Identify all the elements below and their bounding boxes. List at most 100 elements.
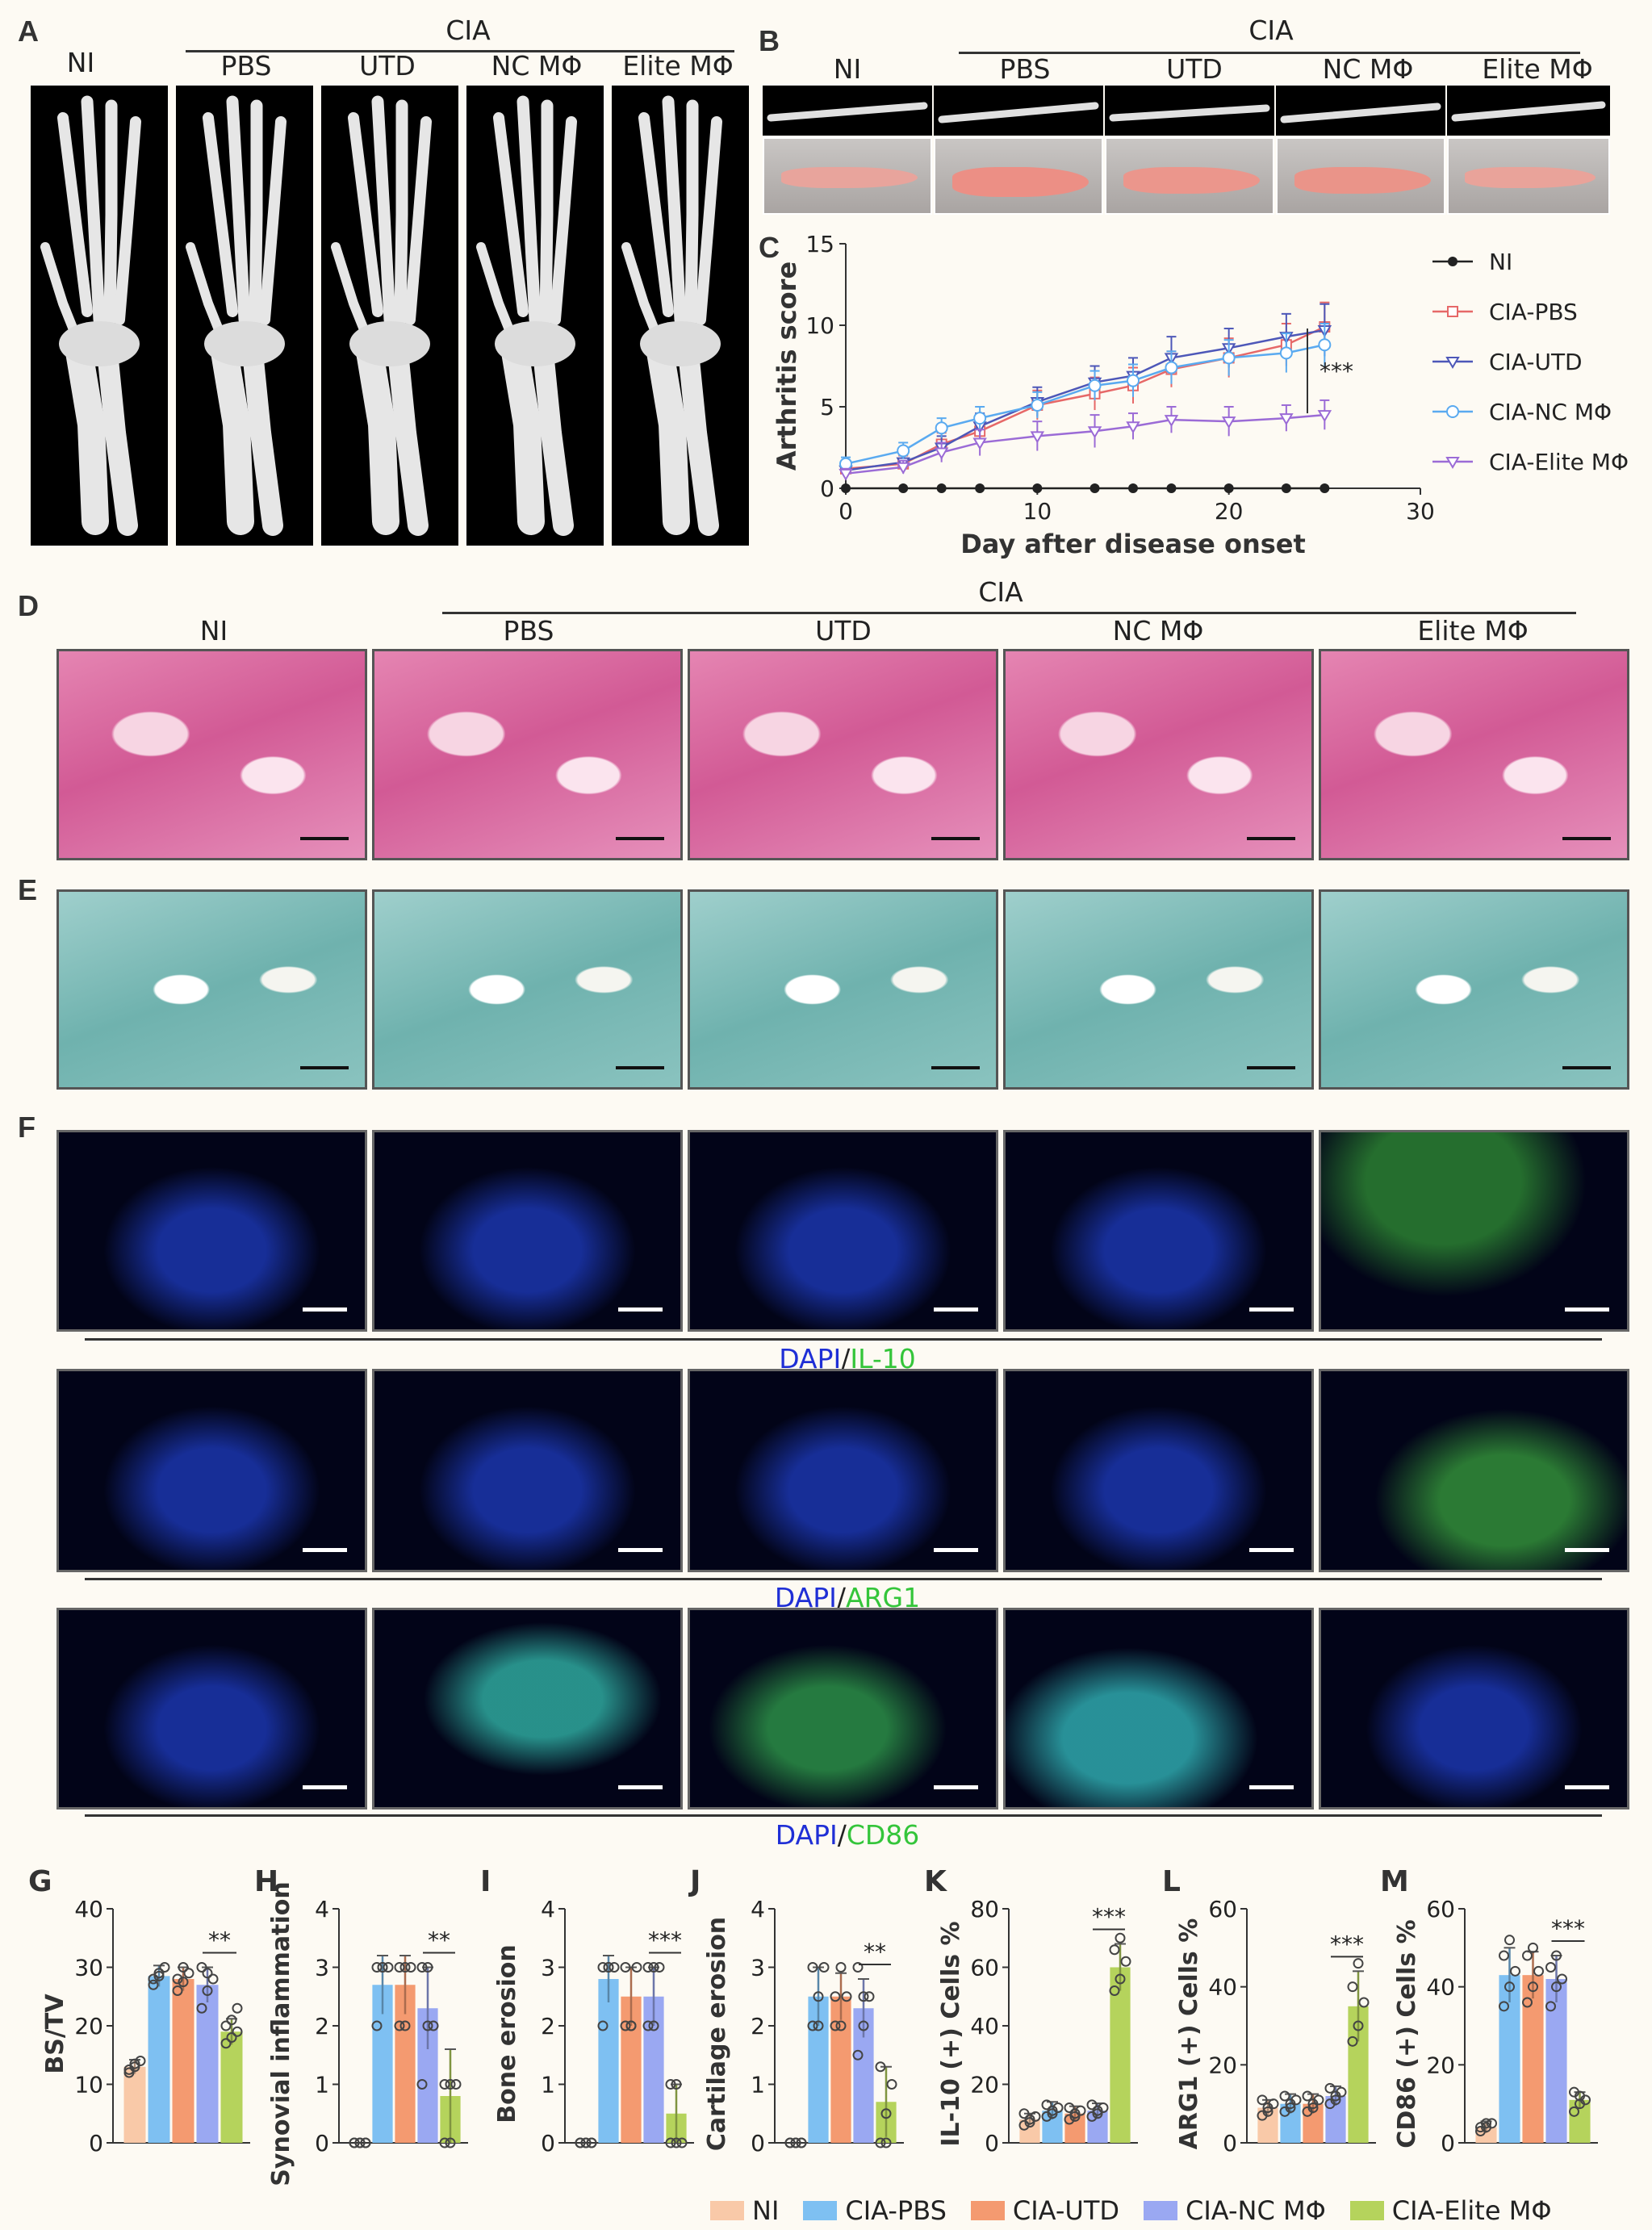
data-point	[1262, 2106, 1274, 2117]
data-point	[1522, 1950, 1533, 1961]
data-point	[399, 2020, 411, 2031]
group-label-pbs-d: PBS	[503, 615, 554, 646]
data-point	[1018, 2108, 1030, 2119]
data-point	[642, 2020, 654, 2031]
series-3	[839, 322, 1332, 471]
y-tick-label: 0	[1441, 2130, 1455, 2157]
data-point	[1320, 483, 1330, 493]
group-label-cia-d: CIA	[978, 576, 1023, 608]
paw-images	[763, 86, 1610, 216]
data-point	[1290, 2094, 1302, 2106]
y-tick-label: 4	[315, 1896, 329, 1922]
group-label-ni-d: NI	[199, 615, 228, 646]
y-axis-label: Cartilage erosion	[703, 1917, 731, 2151]
data-point	[1353, 2020, 1364, 2031]
series-line	[845, 344, 1325, 465]
if-il10-nc	[1003, 1130, 1314, 1332]
data-point	[665, 2079, 676, 2090]
legend-label: CIA-PBS	[845, 2195, 947, 2226]
series-2	[839, 303, 1332, 478]
if-arg1-pbs	[372, 1369, 683, 1572]
data-point	[416, 2079, 428, 2090]
data-point	[1347, 1981, 1358, 1993]
group-label-cia-b: CIA	[1248, 15, 1294, 46]
y-tick-label: 20	[74, 2013, 103, 2040]
data-point	[1128, 483, 1138, 493]
data-point	[648, 1962, 659, 1973]
y-tick-label: 0	[315, 2130, 329, 2157]
data-point	[1447, 306, 1458, 317]
group-label-utd-b: UTD	[1166, 53, 1223, 85]
data-point	[575, 2137, 586, 2148]
data-point	[371, 2020, 383, 2031]
data-point	[1030, 2111, 1041, 2122]
data-point	[934, 447, 949, 460]
data-point	[1324, 2082, 1336, 2094]
data-point	[450, 2079, 462, 2090]
data-point	[360, 2137, 371, 2148]
group-label-utd: UTD	[359, 50, 416, 82]
he-image-ni	[56, 649, 367, 860]
data-point	[207, 1973, 219, 1985]
legend-label: CIA-Elite MΦ	[1489, 449, 1629, 475]
if-cd86-elite	[1319, 1608, 1629, 1810]
data-point	[1353, 1958, 1364, 1969]
bar-elite	[1110, 1967, 1131, 2143]
data-point	[178, 1977, 189, 1988]
data-point	[1120, 1956, 1131, 1967]
data-point	[1487, 2118, 1497, 2129]
panel-label-L: L	[1162, 1865, 1181, 1898]
data-point	[973, 412, 987, 425]
y-tick-label: 3	[751, 1955, 765, 1981]
data-point	[830, 2020, 841, 2031]
y-tick-label: 2	[315, 2013, 329, 2040]
safranin-image-elite	[1319, 889, 1629, 1090]
data-point	[1569, 2106, 1579, 2117]
data-point	[631, 1962, 642, 1973]
data-point	[1499, 2001, 1509, 2012]
data-point	[1279, 413, 1294, 426]
data-point	[1098, 2102, 1109, 2113]
data-point	[1551, 1950, 1562, 1961]
data-point	[439, 2079, 450, 2090]
data-point	[153, 1968, 165, 1979]
data-point	[1086, 2111, 1098, 2122]
if-cd86-nc	[1003, 1608, 1314, 1810]
cia-bracket-line	[186, 50, 734, 52]
data-point	[975, 483, 985, 493]
data-point	[1545, 1962, 1556, 1973]
data-point	[1024, 2117, 1035, 2128]
legend-swatch	[1349, 2201, 1384, 2220]
safranin-image-utd	[688, 889, 998, 1090]
if-arg1-nc	[1003, 1369, 1314, 1572]
legend-label: NI	[752, 2195, 780, 2226]
y-tick-label: 40	[970, 2013, 999, 2040]
data-point	[1528, 1942, 1538, 1953]
legend-label: CIA-UTD	[1012, 2195, 1120, 2226]
group-label-nc-b: NC MΦ	[1322, 53, 1414, 85]
data-point	[875, 2061, 886, 2073]
y-tick-label: 40	[1208, 1974, 1237, 2001]
data-point	[603, 1962, 614, 1973]
data-point	[1281, 483, 1291, 493]
data-point	[1551, 1981, 1562, 1993]
legend-label: CIA-UTD	[1489, 349, 1583, 375]
safranin-image-ni	[56, 889, 367, 1090]
data-point	[1166, 483, 1177, 493]
y-tick-label: 0	[985, 2130, 999, 2157]
il10-divider	[85, 1338, 1602, 1341]
y-tick-label: 80	[970, 1896, 999, 1922]
if-il10-utd	[688, 1130, 998, 1332]
significance-label: **	[208, 1927, 231, 1954]
data-point	[1088, 379, 1102, 392]
data-point	[676, 2137, 688, 2148]
panel-label-H: H	[254, 1865, 278, 1898]
data-point	[1317, 410, 1332, 423]
data-point	[226, 2032, 237, 2043]
cd86-divider	[85, 1814, 1602, 1817]
legend-item: NI	[710, 2195, 779, 2226]
y-tick-label: 0	[1223, 2130, 1237, 2157]
panel-label-M: M	[1380, 1865, 1409, 1898]
data-point	[858, 2020, 869, 2031]
data-point	[123, 2067, 135, 2078]
